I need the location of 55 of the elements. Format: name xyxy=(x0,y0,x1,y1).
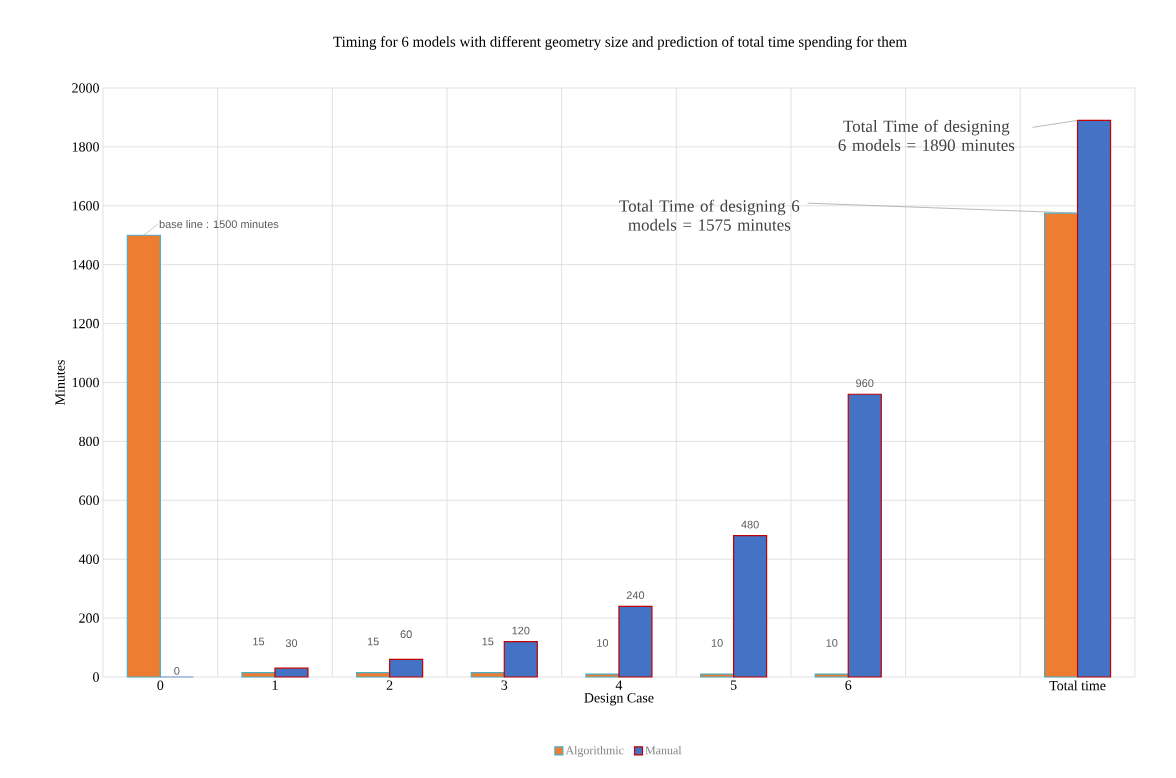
y-axis-title: Minutes xyxy=(55,360,65,405)
annotation: Total Time of designing 6 models = 1575 minutes xyxy=(619,199,800,231)
legend-label: Algorithmic xyxy=(565,745,624,757)
bar xyxy=(585,673,620,678)
bar xyxy=(356,671,391,678)
data-label: 15 xyxy=(367,637,379,646)
bar xyxy=(126,234,161,678)
data-label: 60 xyxy=(400,630,412,639)
data-label: 15 xyxy=(253,637,265,646)
y-tick-label: 800 xyxy=(79,436,99,447)
legend-label: Manual xyxy=(645,745,682,755)
x-axis-title: Design Case xyxy=(584,693,654,706)
bar xyxy=(618,605,653,678)
y-tick-label: 1400 xyxy=(72,259,99,270)
x-tick-label: 3 xyxy=(501,680,508,690)
bar xyxy=(1043,212,1079,678)
annotation: Total Time of designing 6 models = 1890 minutes xyxy=(838,119,1015,151)
data-label: 480 xyxy=(741,520,759,529)
data-label: 960 xyxy=(856,379,874,388)
y-tick-label: 2000 xyxy=(72,83,99,93)
x-tick-label: Total time xyxy=(1049,680,1106,691)
y-tick-label: 200 xyxy=(79,613,99,623)
y-tick-label: 400 xyxy=(78,554,99,564)
data-label: 15 xyxy=(482,637,494,646)
data-label: 120 xyxy=(512,626,530,635)
x-tick-label: 4 xyxy=(615,680,623,690)
data-label: 10 xyxy=(711,639,723,647)
x-tick-label: 6 xyxy=(845,680,852,690)
bar xyxy=(847,393,882,678)
bar xyxy=(733,535,768,678)
data-label: 10 xyxy=(597,639,609,647)
bar xyxy=(1076,119,1112,678)
bar xyxy=(700,673,735,678)
x-tick-label: 0 xyxy=(157,680,164,690)
bar xyxy=(814,673,849,678)
y-tick-label: 600 xyxy=(79,495,99,505)
data-label: 240 xyxy=(626,591,645,600)
chart-title: Timing for 6 models with different geometry size and prediction of total time spending for them xyxy=(333,36,907,50)
bar xyxy=(274,667,309,678)
data-label: 30 xyxy=(285,639,298,647)
bar xyxy=(470,671,505,678)
data-label: 10 xyxy=(826,639,838,647)
x-tick-label: 2 xyxy=(386,680,393,690)
x-tick-label: 1 xyxy=(272,680,278,690)
y-tick-label: 1600 xyxy=(72,201,99,211)
y-tick-label: 1800 xyxy=(72,142,99,152)
bar xyxy=(241,671,276,678)
bar xyxy=(389,658,424,678)
y-tick-label: 1000 xyxy=(72,377,99,388)
data-label: base line : 1500 minutes xyxy=(159,219,279,229)
x-tick-label: 5 xyxy=(730,680,737,690)
bar xyxy=(503,641,538,678)
y-tick-label: 0 xyxy=(93,672,99,682)
y-tick-label: 1200 xyxy=(72,318,99,329)
data-label: 0 xyxy=(174,667,180,675)
